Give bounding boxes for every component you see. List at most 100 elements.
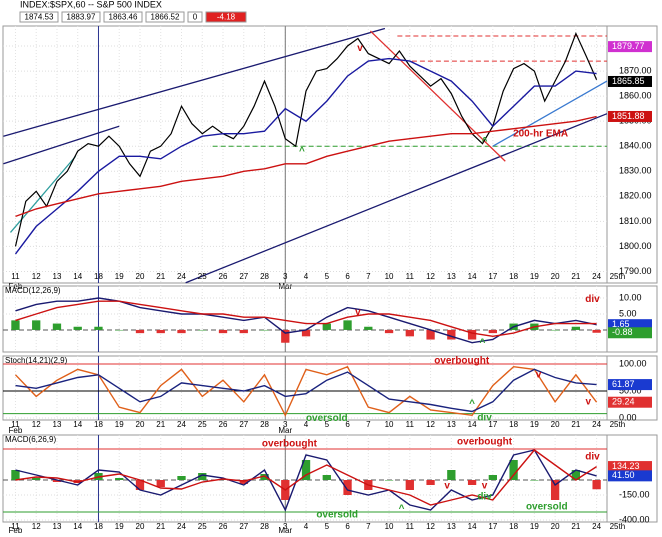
histogram-bar bbox=[322, 475, 331, 480]
x-tick-label: 25 bbox=[198, 272, 207, 281]
x-tick-label: 11 bbox=[11, 522, 20, 531]
x-tick-label: 7 bbox=[366, 522, 371, 531]
x-tick-label: 21 bbox=[156, 272, 165, 281]
annotation: v bbox=[444, 481, 450, 492]
annotation: div bbox=[477, 492, 492, 503]
x-tick-label: 25 bbox=[198, 522, 207, 531]
x-tick-label: 18 bbox=[94, 272, 103, 281]
histogram-bar bbox=[467, 480, 477, 485]
x-tick-label: 19 bbox=[115, 522, 124, 531]
header-box bbox=[145, 11, 185, 23]
histogram-bar bbox=[301, 329, 311, 337]
histogram-bar bbox=[198, 329, 207, 331]
y-tick-label: 1830.00 bbox=[619, 166, 652, 176]
histogram-bar bbox=[115, 329, 124, 331]
x-tick-label: 3 bbox=[283, 522, 288, 531]
panel-title: MACD(6,26,9) bbox=[5, 435, 56, 444]
histogram-bar bbox=[32, 478, 41, 480]
x-tick-label: 17 bbox=[488, 522, 497, 531]
trendline bbox=[3, 27, 386, 137]
x-tick-label: 20 bbox=[551, 420, 560, 429]
histogram-bar bbox=[11, 320, 20, 330]
histogram-bar bbox=[52, 323, 62, 330]
annotation: 200-hr EMA bbox=[513, 128, 568, 139]
x-tick-label: 14 bbox=[468, 420, 477, 429]
panel-title: Stoch(14,21)(2,9) bbox=[5, 356, 68, 365]
trendline bbox=[185, 113, 608, 284]
panel-frame bbox=[2, 285, 658, 353]
series-group bbox=[11, 297, 601, 344]
x-tick-label: 5 bbox=[325, 272, 330, 281]
series-line bbox=[14, 365, 598, 417]
x-tick-label: 12 bbox=[32, 522, 41, 531]
trendline bbox=[492, 80, 608, 147]
value-tag-label: 41.50 bbox=[612, 470, 635, 480]
x-tick-label: 27 bbox=[239, 522, 248, 531]
x-tick-label: 25 bbox=[198, 420, 207, 429]
x-tick-label: 10 bbox=[385, 420, 394, 429]
x-tick-label: 3 bbox=[283, 272, 288, 281]
y-tick-label: 1820.00 bbox=[619, 191, 652, 201]
value-tag bbox=[608, 319, 652, 331]
histogram-bar bbox=[301, 460, 311, 480]
histogram-bar bbox=[426, 480, 435, 485]
x-tick-label: 24 bbox=[177, 420, 186, 429]
x-tick-label: 14 bbox=[73, 522, 82, 531]
series-group bbox=[14, 31, 598, 255]
histogram-bar bbox=[73, 326, 82, 330]
y-tick-label: -150.00 bbox=[619, 489, 650, 499]
x-tick-label: 19 bbox=[530, 272, 539, 281]
histogram-bar bbox=[239, 480, 248, 484]
histogram-bar bbox=[11, 470, 20, 480]
y-tick-label: -400.00 bbox=[619, 514, 650, 524]
x-tick-label: 26 bbox=[219, 420, 228, 429]
x-tick-label: 7 bbox=[366, 272, 371, 281]
x-tick-label: 11 bbox=[11, 420, 20, 429]
x-tick-label: 14 bbox=[73, 420, 82, 429]
histogram-bar bbox=[156, 329, 165, 334]
x-tick-label: 13 bbox=[447, 420, 456, 429]
x-tick-label: 3 bbox=[283, 420, 288, 429]
histogram-bar bbox=[260, 474, 269, 480]
x-tick-label: 24 bbox=[592, 420, 601, 429]
header-box bbox=[19, 11, 59, 23]
x-tick-label: 18 bbox=[509, 522, 518, 531]
x-tick-label: 18 bbox=[509, 272, 518, 281]
header-box bbox=[61, 11, 101, 23]
value-tag bbox=[608, 470, 652, 482]
header-box bbox=[103, 11, 143, 23]
histogram-bar bbox=[488, 475, 497, 480]
annotation: v bbox=[536, 369, 542, 380]
histogram-bar bbox=[198, 473, 207, 480]
x-tick-label: 24 bbox=[592, 272, 601, 281]
series-group bbox=[11, 449, 601, 512]
annotation: ^ bbox=[399, 504, 405, 515]
x-tick-label: 18 bbox=[94, 420, 103, 429]
histogram-bar bbox=[447, 329, 456, 340]
histogram-bar bbox=[592, 329, 601, 333]
series-line bbox=[15, 115, 597, 218]
x-tick-label: 4 bbox=[304, 522, 309, 531]
x-tick-label: 18 bbox=[509, 420, 518, 429]
x-tick-label: 5 bbox=[325, 522, 330, 531]
histogram-bar bbox=[260, 329, 269, 331]
annotation: ^ bbox=[482, 136, 488, 147]
histogram-bar bbox=[52, 480, 62, 482]
x-tick-label: 13 bbox=[447, 522, 456, 531]
histogram-bar bbox=[322, 323, 331, 330]
series-line bbox=[15, 368, 597, 413]
y-tick-label: 1860.00 bbox=[619, 91, 652, 101]
histogram-bar bbox=[530, 480, 539, 481]
x-tick-label: 25th bbox=[610, 272, 626, 281]
x-tick-label: 13 bbox=[53, 272, 62, 281]
x-tick-label: 6 bbox=[345, 272, 350, 281]
annotation: overbought bbox=[457, 437, 513, 448]
header-title: INDEX:$SPX,60 -- S&P 500 INDEX bbox=[20, 0, 162, 9]
x-tick-label: 26 bbox=[219, 522, 228, 531]
x-tick-label: 21 bbox=[571, 522, 580, 531]
annotation: oversold bbox=[316, 510, 358, 521]
panel-title: MACD(12,26,9) bbox=[5, 286, 61, 295]
series-line bbox=[15, 449, 597, 506]
x-tick-label: 12 bbox=[32, 272, 41, 281]
